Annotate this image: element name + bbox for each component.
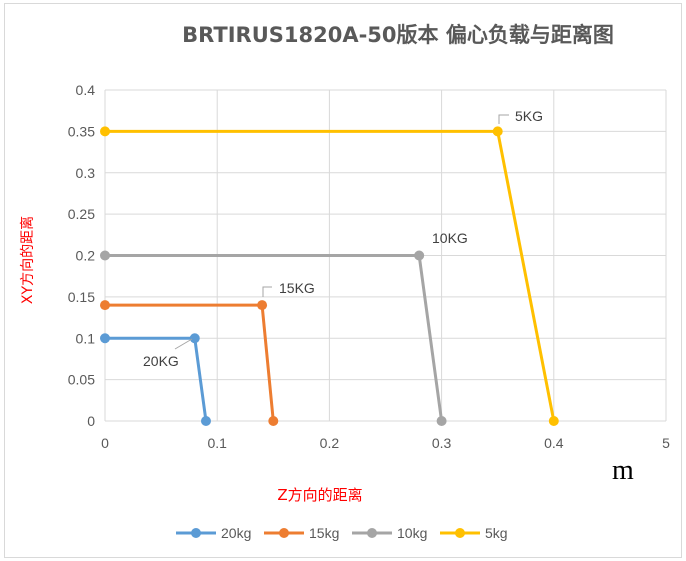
y-axis-label: XY方向的距离 — [19, 216, 36, 304]
label-leader-20kg — [174, 338, 193, 350]
point-5kg — [100, 126, 110, 137]
x-axis-label: Z方向的距离 — [277, 486, 362, 504]
legend-label-20kg: 20kg — [221, 525, 251, 541]
point-5kg — [492, 126, 503, 137]
point-5kg — [548, 416, 559, 426]
legend-label-10kg: 10kg — [397, 525, 427, 541]
data-label-15kg: 15KG — [279, 280, 315, 296]
chart-title: BRTIRUS1820A-50版本 偏心负载与距离图 — [182, 23, 614, 47]
y-tick-label: 0.15 — [68, 289, 95, 305]
x-tick-label: 0.1 — [207, 435, 227, 451]
legend-label-5kg: 5kg — [485, 525, 508, 541]
y-tick-label: 0.2 — [76, 248, 96, 264]
x-tick-label: 5 — [662, 435, 670, 451]
y-tick-label: 0 — [87, 413, 95, 429]
data-labels: 20KG 15KG 10KG 5KG — [143, 108, 543, 369]
y-tick-label: 0.05 — [68, 372, 95, 388]
point-15kg — [268, 416, 279, 426]
legend: 20kg 15kg 10kg 5kg — [176, 525, 508, 541]
y-tick-label: 0.1 — [76, 330, 96, 346]
x-tick-label: 0.4 — [544, 435, 564, 451]
y-tick-label: 0.25 — [68, 206, 95, 222]
label-leader-5kg — [498, 114, 509, 124]
point-20kg — [200, 416, 211, 426]
x-tick-labels: 0 0.1 0.2 0.3 0.4 5 — [101, 435, 670, 451]
y-tick-label: 0.4 — [76, 82, 96, 98]
point-20kg — [100, 333, 110, 344]
label-leader-15kg — [262, 286, 272, 297]
point-10kg — [414, 250, 425, 261]
chart-frame — [4, 3, 682, 558]
y-tick-label: 0.3 — [76, 165, 96, 181]
x-tick-label: 0.2 — [320, 435, 340, 451]
legend-label-15kg: 15kg — [309, 525, 339, 541]
point-10kg — [100, 250, 110, 261]
x-tick-label: 0.3 — [432, 435, 452, 451]
legend-marker-15kg — [279, 528, 289, 538]
point-15kg — [100, 300, 110, 311]
series-group — [100, 126, 559, 426]
data-label-20kg: 20KG — [143, 353, 179, 369]
x-unit-note: m — [612, 455, 634, 486]
data-label-5kg: 5KG — [515, 108, 543, 124]
legend-marker-10kg — [367, 528, 377, 538]
y-tick-label: 0.35 — [68, 123, 95, 139]
legend-marker-20kg — [191, 528, 201, 538]
legend-marker-5kg — [455, 528, 465, 538]
point-15kg — [257, 300, 268, 311]
point-10kg — [436, 416, 447, 426]
x-tick-label: 0 — [101, 435, 109, 451]
data-label-10kg: 10KG — [432, 230, 468, 246]
series-line-15kg — [105, 303, 275, 422]
point-20kg — [189, 333, 200, 344]
y-tick-labels: 0 0.05 0.1 0.15 0.2 0.25 0.3 0.35 0.4 — [68, 82, 95, 429]
